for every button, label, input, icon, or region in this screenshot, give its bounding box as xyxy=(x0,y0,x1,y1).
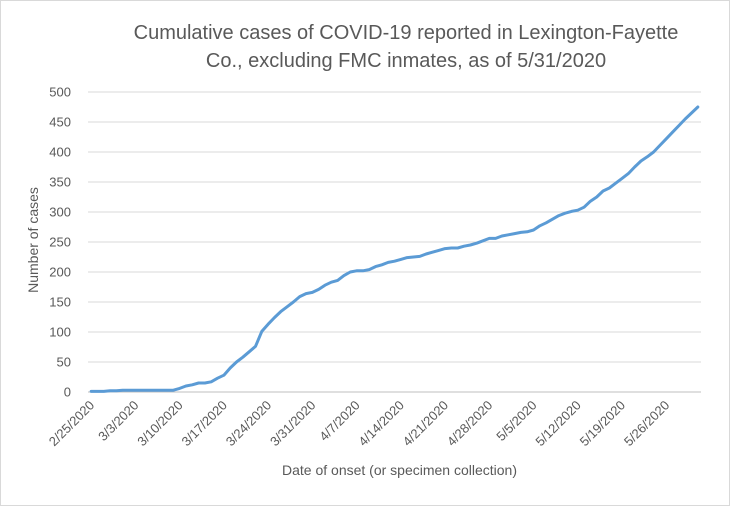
x-tick-label: 2/25/2020 xyxy=(46,398,98,450)
y-tick-label: 150 xyxy=(49,295,71,310)
y-tick-label: 100 xyxy=(49,325,71,340)
x-tick-label: 5/26/2020 xyxy=(621,398,673,450)
chart-title: Cumulative cases of COVID-19 reported in… xyxy=(86,19,726,75)
y-tick-label: 200 xyxy=(49,265,71,280)
y-tick-label: 300 xyxy=(49,205,71,220)
x-tick-label: 4/14/2020 xyxy=(355,398,407,450)
y-tick-label: 350 xyxy=(49,175,71,190)
y-tick-label: 50 xyxy=(57,355,71,370)
y-tick-label: 250 xyxy=(49,235,71,250)
y-axis-title: Number of cases xyxy=(25,187,41,293)
x-tick-label: 3/17/2020 xyxy=(178,398,230,450)
x-tick-label: 3/24/2020 xyxy=(223,398,275,450)
x-axis-title: Date of onset (or specimen collection) xyxy=(282,462,517,478)
x-tick-label: 5/19/2020 xyxy=(577,398,629,450)
x-tick-label: 3/31/2020 xyxy=(267,398,319,450)
x-tick-label: 5/12/2020 xyxy=(532,398,584,450)
x-tick-label: 4/21/2020 xyxy=(400,398,452,450)
y-tick-label: 400 xyxy=(49,145,71,160)
x-tick-label: 4/28/2020 xyxy=(444,398,496,450)
x-tick-label: 3/10/2020 xyxy=(134,398,186,450)
chart-title-line-1: Cumulative cases of COVID-19 reported in… xyxy=(133,22,679,44)
y-tick-label: 0 xyxy=(64,385,71,400)
series-line xyxy=(89,105,700,393)
y-tick-label: 500 xyxy=(49,85,71,100)
chart-title-line-2: Co., excluding FMC inmates, as of 5/31/2… xyxy=(205,50,607,72)
y-tick-label: 450 xyxy=(49,115,71,130)
